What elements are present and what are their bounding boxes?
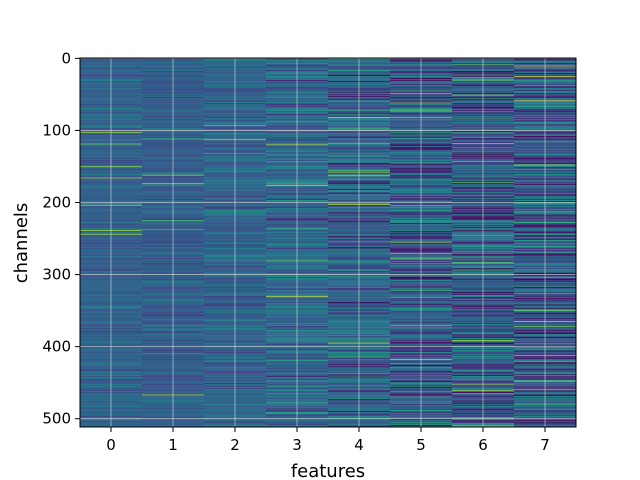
y-tick-label: 200: [42, 194, 71, 212]
y-tick-label: 0: [61, 49, 71, 67]
x-axis-label: features: [291, 461, 365, 480]
grid-lines: [80, 57, 576, 427]
x-tick-label: 5: [416, 436, 426, 454]
x-tick-label: 7: [540, 436, 550, 454]
heatmap-cells: [80, 58, 577, 428]
y-tick-label: 300: [42, 266, 71, 284]
y-axis-ticks: 0 100 200 300 400 500: [42, 49, 80, 428]
x-tick-label: 6: [478, 436, 488, 454]
x-axis-ticks: 0 1 2 3 4 5 6 7: [106, 427, 550, 454]
x-tick-label: 3: [292, 436, 302, 454]
x-tick-label: 4: [354, 436, 364, 454]
y-tick-label: 100: [42, 121, 71, 139]
y-axis-label: channels: [11, 203, 32, 284]
x-tick-label: 2: [230, 436, 240, 454]
y-tick-label: 500: [42, 410, 71, 428]
plot-frame: [79, 57, 577, 428]
y-tick-label: 400: [42, 338, 71, 356]
x-tick-label: 0: [106, 436, 116, 454]
x-tick-label: 1: [168, 436, 178, 454]
